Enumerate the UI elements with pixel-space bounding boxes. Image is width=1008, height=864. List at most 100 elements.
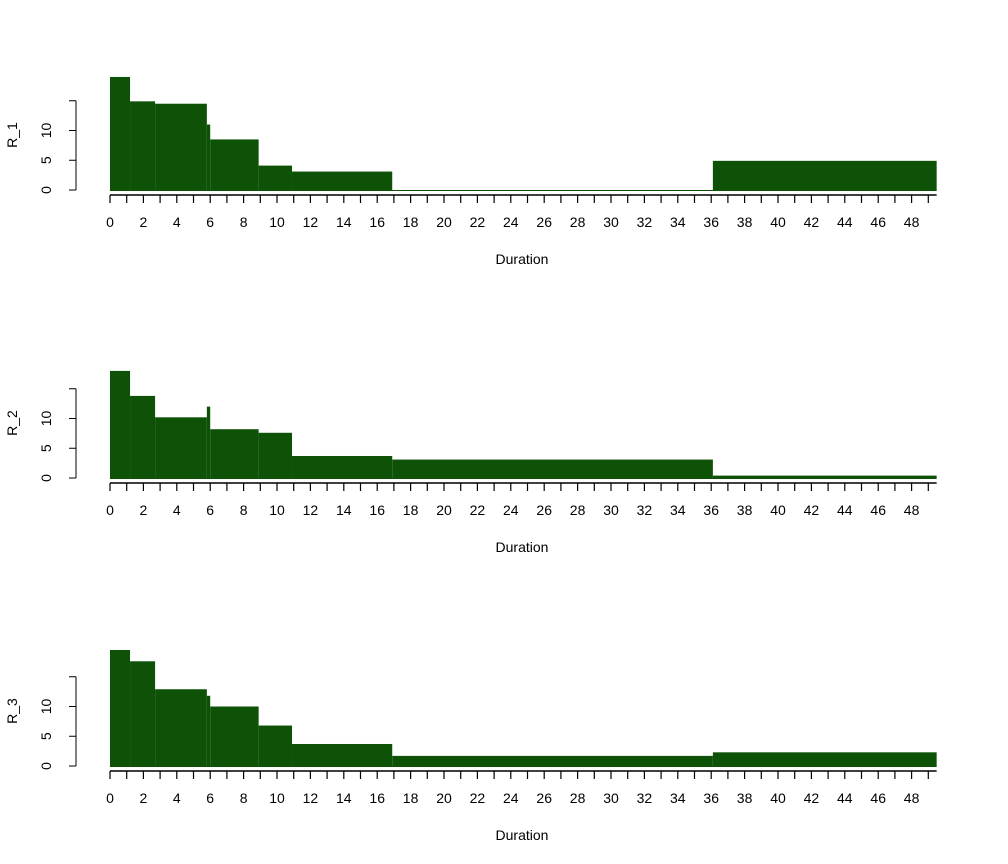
- x-tick-label: 24: [503, 502, 519, 518]
- x-tick-label: 26: [536, 790, 552, 806]
- step-bar: [712, 475, 937, 478]
- step-bar: [130, 661, 156, 766]
- x-tick-label: 4: [173, 214, 181, 230]
- x-tick-label: 34: [670, 790, 686, 806]
- x-tick-label: 2: [140, 502, 148, 518]
- x-axis-label: Duration: [496, 827, 549, 843]
- x-tick-label: 8: [240, 502, 248, 518]
- step-bar: [110, 649, 131, 766]
- x-tick-label: 6: [206, 502, 214, 518]
- y-tick-label: 5: [38, 732, 54, 740]
- step-bar: [155, 417, 207, 478]
- step-bar: [258, 165, 293, 190]
- x-tick-label: 6: [206, 790, 214, 806]
- step-bar: [392, 459, 713, 478]
- x-tick-label: 28: [570, 214, 586, 230]
- x-tick-label: 22: [470, 790, 486, 806]
- x-tick-label: 44: [837, 790, 853, 806]
- y-axis-label: R_3: [4, 698, 20, 724]
- x-tick-label: 14: [336, 214, 352, 230]
- x-tick-label: 6: [206, 214, 214, 230]
- x-tick-label: 12: [303, 790, 319, 806]
- step-bar: [258, 725, 293, 766]
- y-tick-label: 0: [38, 186, 54, 194]
- x-tick-label: 46: [870, 214, 886, 230]
- step-bar: [712, 160, 937, 190]
- x-tick-label: 36: [703, 214, 719, 230]
- x-tick-label: 8: [240, 790, 248, 806]
- x-tick-label: 30: [603, 214, 619, 230]
- x-tick-label: 18: [403, 214, 419, 230]
- x-tick-label: 28: [570, 502, 586, 518]
- x-tick-label: 40: [770, 214, 786, 230]
- x-tick-label: 38: [737, 790, 753, 806]
- x-tick-label: 38: [737, 502, 753, 518]
- step-bar: [110, 370, 131, 478]
- step-bar: [155, 689, 207, 766]
- x-tick-label: 14: [336, 502, 352, 518]
- x-tick-label: 18: [403, 790, 419, 806]
- step-bar: [712, 752, 937, 766]
- x-tick-label: 26: [536, 502, 552, 518]
- step-bar: [210, 139, 259, 190]
- x-tick-label: 34: [670, 502, 686, 518]
- x-tick-label: 20: [436, 502, 452, 518]
- x-tick-label: 4: [173, 790, 181, 806]
- x-tick-label: 18: [403, 502, 419, 518]
- x-tick-label: 10: [269, 502, 285, 518]
- x-tick-label: 16: [369, 502, 385, 518]
- x-tick-label: 36: [703, 790, 719, 806]
- x-tick-label: 42: [804, 214, 820, 230]
- x-tick-label: 42: [804, 790, 820, 806]
- y-axis-label: R_2: [4, 410, 20, 436]
- y-tick-label: 10: [38, 411, 54, 427]
- step-bar: [292, 743, 393, 766]
- step-bar: [130, 101, 156, 190]
- x-tick-label: 46: [870, 790, 886, 806]
- x-axis-label: Duration: [496, 251, 549, 267]
- x-tick-label: 4: [173, 502, 181, 518]
- x-tick-label: 12: [303, 214, 319, 230]
- x-tick-label: 22: [470, 214, 486, 230]
- x-tick-label: 44: [837, 214, 853, 230]
- step-bar: [110, 76, 131, 190]
- x-tick-label: 26: [536, 214, 552, 230]
- x-tick-label: 8: [240, 214, 248, 230]
- x-tick-label: 24: [503, 214, 519, 230]
- x-tick-label: 30: [603, 790, 619, 806]
- x-tick-label: 48: [904, 790, 920, 806]
- x-tick-label: 0: [106, 790, 114, 806]
- x-tick-label: 34: [670, 214, 686, 230]
- y-tick-label: 10: [38, 123, 54, 139]
- x-tick-label: 42: [804, 502, 820, 518]
- x-tick-label: 36: [703, 502, 719, 518]
- x-tick-label: 0: [106, 502, 114, 518]
- y-axis-label: R_1: [4, 122, 20, 148]
- x-tick-label: 46: [870, 502, 886, 518]
- x-tick-label: 10: [269, 790, 285, 806]
- step-bar: [292, 171, 393, 190]
- step-bar: [210, 429, 259, 478]
- x-tick-label: 32: [637, 502, 653, 518]
- step-bar: [292, 455, 393, 478]
- step-bar: [206, 695, 211, 766]
- x-tick-label: 20: [436, 790, 452, 806]
- y-tick-label: 5: [38, 444, 54, 452]
- step-bar: [392, 755, 713, 766]
- step-bar: [258, 432, 293, 478]
- x-tick-label: 14: [336, 790, 352, 806]
- x-tick-label: 0: [106, 214, 114, 230]
- step-bar: [155, 103, 207, 190]
- x-tick-label: 38: [737, 214, 753, 230]
- x-tick-label: 2: [140, 214, 148, 230]
- x-tick-label: 2: [140, 790, 148, 806]
- x-tick-label: 10: [269, 214, 285, 230]
- step-bar: [206, 124, 211, 190]
- x-tick-label: 32: [637, 790, 653, 806]
- x-tick-label: 16: [369, 214, 385, 230]
- x-tick-label: 48: [904, 502, 920, 518]
- step-bar: [210, 706, 259, 766]
